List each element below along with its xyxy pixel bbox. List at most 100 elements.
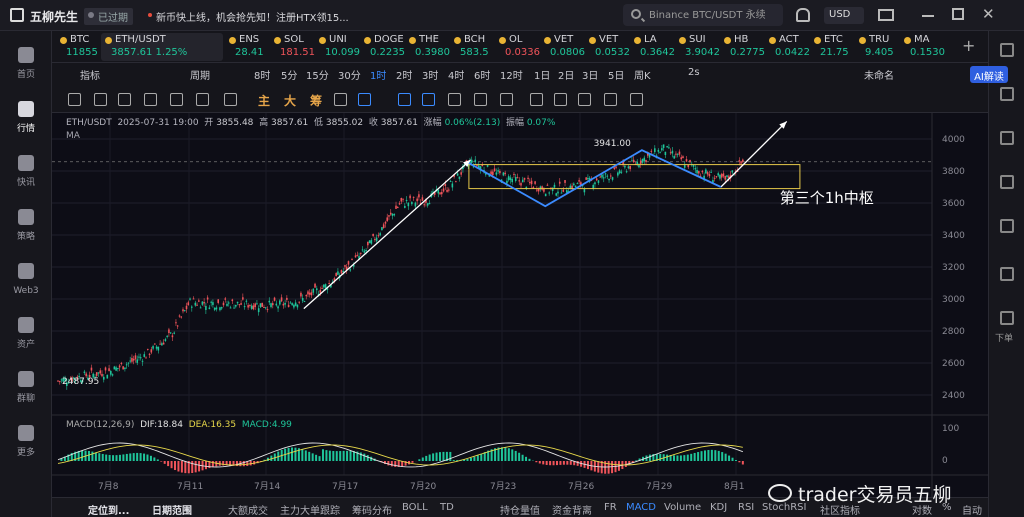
book-icon[interactable] bbox=[1000, 131, 1014, 145]
minimize-icon[interactable] bbox=[922, 15, 934, 17]
bottom-item[interactable]: 自动 bbox=[962, 506, 982, 517]
price-chart[interactable]: 2400 2600 2800 3000 3200 3400 3600 3800 4000 7月8 7… bbox=[52, 113, 988, 497]
news-ticker[interactable]: 新币快上线，机会抢先知！注册HTX领15... bbox=[156, 13, 349, 24]
ticker-tab[interactable]: HB 0.2775 bbox=[720, 33, 778, 61]
bottom-item[interactable]: 资金背离 bbox=[552, 506, 592, 517]
draw-tool-icon[interactable] bbox=[578, 93, 591, 106]
ma-indicator-label[interactable]: MA bbox=[66, 131, 80, 141]
draw-tool-icon[interactable] bbox=[196, 93, 209, 106]
toolbar-item[interactable]: 3日 bbox=[582, 71, 599, 82]
toolbar-item[interactable]: 4时 bbox=[448, 71, 465, 82]
draw-tool-icon[interactable] bbox=[170, 93, 183, 106]
overlay-toggle[interactable]: 大 bbox=[284, 94, 297, 108]
draw-tool-icon[interactable] bbox=[554, 93, 567, 106]
toolbar-item[interactable]: 1时 bbox=[370, 71, 387, 82]
ticker-tab[interactable]: VET 0.0806 bbox=[540, 33, 598, 61]
sidebar-item-1[interactable]: 行情 bbox=[0, 93, 52, 143]
bottom-item[interactable]: FR bbox=[604, 502, 617, 513]
draw-tool-icon[interactable] bbox=[224, 93, 237, 106]
search-box[interactable] bbox=[623, 4, 783, 26]
toolbar-item[interactable]: 周K bbox=[634, 71, 651, 82]
bottom-item[interactable]: MACD bbox=[626, 502, 656, 513]
ai-interpret-button[interactable]: AI解读 bbox=[970, 66, 1008, 83]
sidebar-item-6[interactable]: 群聊 bbox=[0, 363, 52, 413]
draw-tool-icon[interactable] bbox=[500, 93, 513, 106]
list-icon[interactable] bbox=[1000, 219, 1014, 233]
sidebar-item-3[interactable]: 策略 bbox=[0, 201, 52, 251]
bell-icon[interactable] bbox=[796, 8, 810, 22]
ticker-tab[interactable]: BCH 583.5 bbox=[450, 33, 508, 61]
ticker-tab[interactable]: SOL 181.51 bbox=[270, 33, 328, 61]
bottom-item[interactable]: StochRSI bbox=[762, 502, 807, 513]
ticker-tab[interactable]: SUI 3.9042 bbox=[675, 33, 733, 61]
draw-tool-icon[interactable] bbox=[530, 93, 543, 106]
bottom-item[interactable]: % bbox=[942, 502, 952, 513]
currency-select[interactable]: USD bbox=[824, 7, 864, 24]
clock-icon[interactable] bbox=[1000, 175, 1014, 189]
draw-tool-icon[interactable] bbox=[118, 93, 131, 106]
draw-tool-icon[interactable] bbox=[144, 93, 157, 106]
toolbar-item[interactable]: 15分 bbox=[306, 71, 329, 82]
orderbook-icon[interactable] bbox=[1000, 267, 1014, 281]
add-tab-icon[interactable]: + bbox=[962, 36, 976, 55]
draw-tool-icon[interactable] bbox=[68, 93, 81, 106]
sidebar-item-2[interactable]: 快讯 bbox=[0, 147, 52, 197]
toolbar-item[interactable]: 5日 bbox=[608, 71, 625, 82]
toolbar-item[interactable]: 1日 bbox=[534, 71, 551, 82]
overlay-toggle[interactable]: 筹 bbox=[310, 94, 323, 108]
sidebar-item-7[interactable]: 更多 bbox=[0, 417, 52, 467]
ticker-tab[interactable]: OL 0.0336 bbox=[495, 33, 553, 61]
toolbar-item[interactable]: 周期 bbox=[190, 71, 210, 82]
sidebar-item-4[interactable]: Web3 bbox=[0, 255, 52, 305]
close-icon[interactable]: ✕ bbox=[982, 5, 995, 23]
ticker-tab[interactable]: MA 0.1530 bbox=[900, 33, 958, 61]
place-order-label[interactable]: 下单 bbox=[995, 334, 1014, 344]
expired-badge[interactable]: 已过期 bbox=[84, 8, 133, 25]
toolbar-item[interactable]: 12时 bbox=[500, 71, 523, 82]
bottom-item[interactable]: 主力大单跟踪 bbox=[280, 506, 340, 517]
bottom-item[interactable]: KDJ bbox=[710, 502, 728, 513]
draw-tool-icon[interactable] bbox=[474, 93, 487, 106]
document-icon[interactable] bbox=[1000, 87, 1014, 101]
draw-tool-icon[interactable] bbox=[398, 93, 411, 106]
mail-icon[interactable] bbox=[878, 9, 894, 21]
bottom-item[interactable]: 持仓量值 bbox=[500, 506, 540, 517]
toolbar-item[interactable]: 指标 bbox=[80, 71, 100, 82]
ticker-tab[interactable]: DOGE 0.2235 bbox=[360, 33, 418, 61]
draw-tool-icon[interactable] bbox=[630, 93, 643, 106]
toolbar-item[interactable]: 3时 bbox=[422, 71, 439, 82]
ticker-tab[interactable]: BTC 11855 bbox=[56, 33, 114, 61]
toolbar-item[interactable]: 6时 bbox=[474, 71, 491, 82]
ticker-tab[interactable]: LA 0.3642 bbox=[630, 33, 688, 61]
ticker-tab[interactable]: ENS 28.41 bbox=[225, 33, 283, 61]
draw-tool-icon[interactable] bbox=[94, 93, 107, 106]
bottom-item[interactable]: 社区指标 bbox=[820, 506, 860, 517]
bottom-item[interactable]: Volume bbox=[664, 502, 702, 513]
toolbar-item[interactable]: 2日 bbox=[558, 71, 575, 82]
macd-params[interactable]: MACD(12,26,9) bbox=[66, 420, 135, 430]
maximize-icon[interactable] bbox=[952, 8, 964, 20]
trade-icon[interactable] bbox=[1000, 311, 1014, 325]
overlay-toggle[interactable]: 主 bbox=[258, 94, 271, 108]
ticker-tab[interactable]: UNI 10.099 bbox=[315, 33, 373, 61]
sidebar-item-5[interactable]: 资产 bbox=[0, 309, 52, 359]
ticker-tab[interactable]: ACT 0.0422 bbox=[765, 33, 823, 61]
toolbar-item[interactable]: 未命名 bbox=[864, 71, 894, 82]
toolbar-item[interactable]: 2s bbox=[688, 67, 700, 78]
draw-tool-icon[interactable] bbox=[358, 93, 371, 106]
ticker-tab[interactable]: THE 0.3980 bbox=[405, 33, 463, 61]
chart-canvas[interactable]: 2400 2600 2800 3000 3200 3400 3600 3800 4000 7月8 7… bbox=[52, 113, 988, 497]
bottom-item[interactable]: 大额成交 bbox=[228, 506, 268, 517]
ticker-tab[interactable]: ETC 21.75 bbox=[810, 33, 868, 61]
draw-tool-icon[interactable] bbox=[448, 93, 461, 106]
watchlist-icon[interactable] bbox=[1000, 43, 1014, 57]
ticker-tab[interactable]: ETH/USDT 3857.61 1.25% bbox=[101, 33, 223, 61]
draw-tool-icon[interactable] bbox=[422, 93, 435, 106]
toolbar-item[interactable]: 5分 bbox=[281, 71, 298, 82]
draw-tool-icon[interactable] bbox=[334, 93, 347, 106]
draw-tool-icon[interactable] bbox=[604, 93, 617, 106]
bottom-item[interactable]: 定位到... bbox=[88, 506, 130, 517]
toolbar-item[interactable]: 30分 bbox=[338, 71, 361, 82]
bottom-item[interactable]: BOLL bbox=[402, 502, 428, 513]
toolbar-item[interactable]: 2时 bbox=[396, 71, 413, 82]
